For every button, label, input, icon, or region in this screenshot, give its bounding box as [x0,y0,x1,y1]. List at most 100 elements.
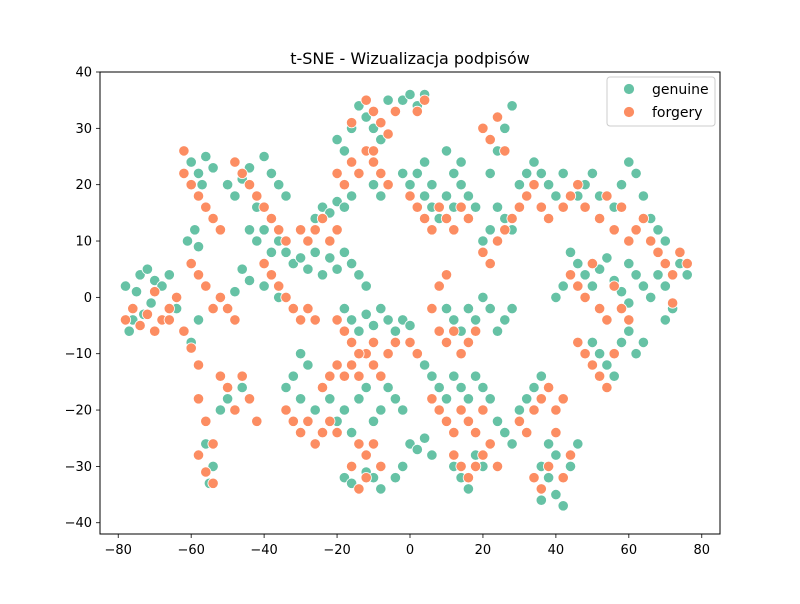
point-forgery-42 [316,212,329,225]
point-forgery-172 [462,415,474,427]
point-forgery-156 [572,336,584,348]
point-genuine-84 [294,393,307,405]
point-forgery-32 [265,269,277,281]
y-tick-label: −10 [65,347,92,362]
point-forgery-92 [236,370,248,382]
point-forgery-112 [484,257,496,270]
point-genuine-106 [411,443,423,456]
point-genuine-96 [389,393,401,405]
x-tick-label: 80 [693,543,710,558]
point-genuine-53 [338,201,350,213]
point-genuine-13 [207,162,219,174]
point-forgery-120 [542,212,555,225]
point-genuine-46 [345,257,358,270]
x-tick-label: 60 [621,543,638,558]
point-forgery-23 [229,156,241,168]
point-forgery-116 [513,201,526,213]
point-forgery-73 [294,426,307,439]
point-genuine-173 [681,269,693,281]
point-forgery-78 [331,426,343,439]
point-forgery-203 [411,348,423,360]
point-forgery-159 [433,325,445,337]
point-genuine-65 [404,88,416,101]
point-forgery-75 [309,438,321,450]
point-genuine-73 [360,308,372,320]
point-forgery-87 [200,415,212,427]
point-forgery-44 [331,224,343,236]
point-genuine-19 [229,190,241,202]
point-genuine-54 [345,190,358,202]
point-genuine-169 [652,269,664,281]
point-genuine-35 [258,280,270,292]
point-forgery-154 [601,381,613,394]
point-genuine-72 [353,325,365,337]
point-genuine-68 [367,179,380,191]
point-forgery-25 [243,179,256,191]
point-genuine-167 [637,280,650,292]
point-genuine-92 [360,381,372,394]
point-forgery-126 [564,190,577,202]
point-genuine-182 [637,336,650,348]
point-forgery-74 [302,415,314,427]
point-forgery-12 [200,201,212,213]
point-genuine-204 [499,426,511,439]
point-genuine-215 [550,449,562,461]
point-genuine-28 [251,235,263,247]
point-forgery-178 [535,393,547,405]
point-forgery-11 [192,190,205,202]
point-forgery-71 [280,404,292,416]
y-tick-label: 0 [84,291,92,306]
point-forgery-13 [178,145,190,157]
point-forgery-3 [149,325,161,337]
point-forgery-173 [469,426,482,439]
point-forgery-171 [455,404,467,416]
point-forgery-97 [207,477,219,489]
point-genuine-81 [302,359,314,371]
point-forgery-41 [309,224,321,236]
point-genuine-89 [338,404,350,416]
point-genuine-176 [593,348,606,360]
point-forgery-146 [659,257,671,270]
point-forgery-196 [338,325,350,337]
point-genuine-14 [196,179,208,191]
point-forgery-14 [207,212,219,225]
point-forgery-24 [236,167,248,179]
point-forgery-140 [615,302,628,315]
point-forgery-43 [324,235,336,247]
point-forgery-108 [448,224,460,236]
point-forgery-1 [134,319,146,332]
point-genuine-191 [499,314,511,326]
point-genuine-138 [535,167,547,179]
point-forgery-111 [477,246,489,258]
point-genuine-77 [389,325,401,337]
point-forgery-125 [557,201,569,213]
point-genuine-163 [652,224,664,236]
point-genuine-12 [200,150,212,163]
point-genuine-80 [294,348,307,360]
point-genuine-71 [345,314,358,326]
point-forgery-177 [528,404,540,416]
point-genuine-38 [287,257,299,270]
point-forgery-181 [557,393,569,405]
point-genuine-48 [360,280,372,292]
point-forgery-19 [207,302,219,315]
point-forgery-138 [601,314,613,326]
point-genuine-144 [579,269,591,281]
point-genuine-45 [338,246,350,258]
point-genuine-127 [484,224,496,236]
point-forgery-22 [229,314,241,326]
point-forgery-133 [564,269,577,281]
point-genuine-211 [542,472,555,484]
legend-marker-genuine [623,83,635,95]
legend: genuine forgery [606,76,716,127]
point-genuine-151 [557,280,569,292]
point-genuine-178 [608,370,620,382]
point-genuine-108 [426,449,438,461]
point-forgery-136 [586,257,599,270]
point-forgery-176 [521,426,533,439]
point-genuine-93 [367,415,380,427]
point-forgery-20 [214,291,226,303]
point-forgery-123 [491,111,504,123]
point-genuine-174 [659,314,671,326]
axes-layer: −80 −60 −40 −20 0 20 40 60 80 −40 −30 −20 −10 0 10 20 30… [65,66,710,559]
